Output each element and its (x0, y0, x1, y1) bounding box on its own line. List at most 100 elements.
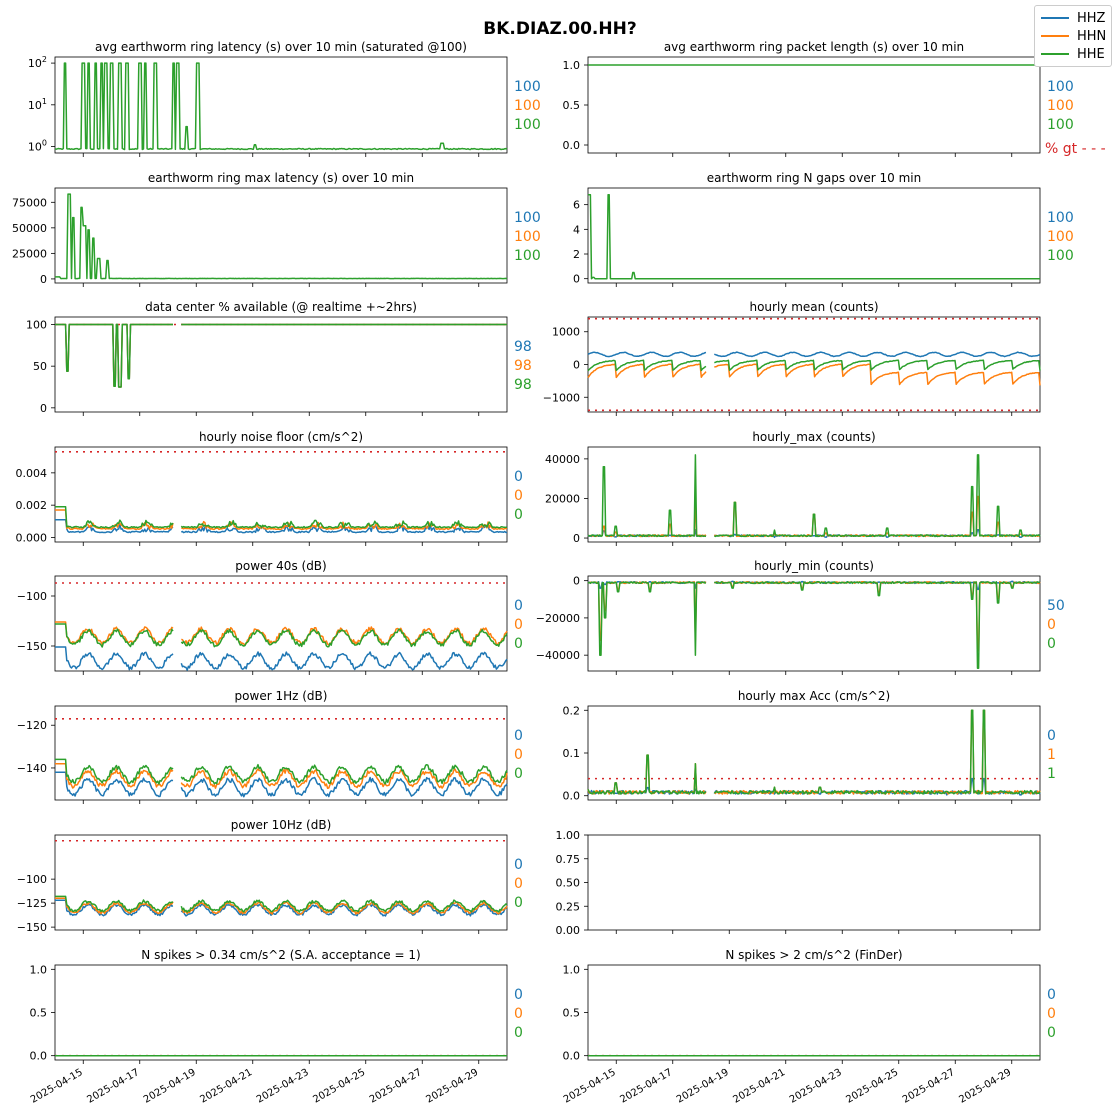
x-tick-label: 2025-04-19 (142, 1067, 198, 1106)
right-stat-hhe: 1 (1047, 766, 1056, 782)
series-line-hhn (55, 509, 508, 531)
y-tick-label: 0.2 (563, 704, 581, 717)
y-tick-label: 40000 (545, 453, 580, 466)
legend: HHZ HHN HHE (1034, 5, 1112, 67)
series-line-hhe (587, 581, 1041, 669)
y-tick-label: 1.00 (556, 829, 581, 842)
y-tick-label: 0.004 (16, 467, 48, 480)
right-stat-hhz: 0 (1047, 728, 1056, 744)
percent-gt-label: % gt - - - (1045, 141, 1106, 157)
x-tick-label: 2025-04-23 (255, 1067, 311, 1106)
x-tick-label: 2025-04-27 (368, 1067, 424, 1106)
series-line-hhn (587, 581, 1041, 652)
right-stat-hhe: 98 (514, 377, 532, 393)
series-line-hhe (55, 506, 508, 529)
y-tick-label: 75000 (12, 196, 47, 209)
series-line-hhe (55, 323, 507, 388)
axes-frame (587, 56, 1041, 154)
series-line-hhz (55, 646, 508, 671)
legend-line-hhn (1041, 35, 1069, 37)
y-tick-label: 25000 (12, 247, 47, 260)
y-tick-label: −150 (17, 921, 47, 934)
panel-title: hourly_max (counts) (752, 430, 875, 444)
y-tick-label: 0.50 (556, 877, 581, 890)
chart-panel-5: data center % available (@ realtime +~2h… (26, 300, 532, 416)
y-tick-label: 102 (28, 55, 47, 70)
right-stat-hhe: 0 (514, 1025, 523, 1041)
legend-label-hhe: HHE (1077, 46, 1105, 62)
series-line-hhe (55, 758, 508, 785)
x-tick-label: 2025-04-25 (844, 1067, 900, 1106)
series-line-hhe (54, 62, 508, 151)
right-stat-hhn: 0 (514, 488, 523, 504)
y-tick-label: −140 (17, 762, 47, 775)
series-line-hhe (55, 895, 508, 913)
right-stat-hhz: 100 (514, 79, 541, 95)
panel-title: N spikes > 2 cm/s^2 (FinDer) (725, 948, 902, 962)
y-tick-label: 0 (40, 402, 47, 415)
x-tick-label: 2025-04-29 (957, 1067, 1013, 1106)
y-tick-label: 0.1 (563, 747, 581, 760)
panel-title: power 1Hz (dB) (235, 689, 328, 703)
x-tick-label: 2025-04-21 (731, 1067, 787, 1106)
y-tick-label: 0.5 (563, 99, 581, 112)
y-tick-label: 101 (28, 97, 47, 112)
panel-title: data center % available (@ realtime +~2h… (145, 300, 417, 314)
chart-panel-6: hourly mean (counts) −1000 0 1000 (543, 300, 1041, 416)
y-tick-label: −100 (17, 590, 47, 603)
right-stat-hhe: 0 (514, 636, 523, 652)
y-tick-label: 0.75 (556, 853, 581, 866)
right-stat-hhn: 100 (514, 98, 541, 114)
y-tick-label: 0.0 (563, 1050, 581, 1063)
panel-title: hourly noise floor (cm/s^2) (199, 430, 363, 444)
axes-frame (54, 964, 508, 1061)
y-tick-label: 0 (573, 575, 580, 588)
right-stat-hhn: 0 (514, 747, 523, 763)
y-tick-label: −1000 (543, 391, 580, 404)
legend-line-hhe (1041, 53, 1069, 55)
y-tick-label: 50 (33, 360, 47, 373)
series-line-hhe (55, 193, 508, 280)
x-tick-label: 2025-04-15 (562, 1067, 618, 1106)
y-tick-label: 0.0 (563, 790, 581, 803)
right-stat-hhe: 0 (1047, 1025, 1056, 1041)
legend-label-hhn: HHN (1077, 28, 1107, 44)
right-stat-hhn: 100 (1047, 98, 1074, 114)
y-tick-label: 0 (40, 273, 47, 286)
axes-frame (587, 575, 1041, 672)
chart-panel-15: N spikes > 0.34 cm/s^2 (S.A. acceptance … (29, 948, 523, 1106)
right-stat-hhn: 0 (1047, 1006, 1056, 1022)
y-tick-label: −100 (17, 873, 47, 886)
y-tick-label: −20000 (536, 612, 580, 625)
y-tick-label: 0.25 (556, 900, 581, 913)
axes-frame (54, 834, 508, 931)
y-tick-label: 1.0 (30, 963, 48, 976)
panel-title: power 40s (dB) (235, 559, 326, 573)
legend-item-hhe: HHE (1041, 45, 1105, 63)
y-tick-label: 0.00 (556, 924, 581, 937)
right-stat-hhe: 100 (1047, 248, 1074, 264)
chart-panel-12: hourly max Acc (cm/s^2) 0.0 0.1 0.2 0 1 1 (563, 689, 1056, 804)
right-stat-hhn: 1 (1047, 747, 1056, 763)
panel-title: hourly_min (counts) (754, 559, 874, 573)
series-line-hhn (55, 762, 508, 790)
series-line-hhz (55, 771, 508, 798)
y-tick-label: 4 (573, 223, 580, 236)
panel-title: avg earthworm ring latency (s) over 10 m… (95, 40, 467, 54)
legend-item-hhz: HHZ (1041, 9, 1105, 27)
axes-frame (54, 316, 508, 413)
right-stat-hhz: 100 (514, 210, 541, 226)
axes-frame (54, 575, 508, 672)
right-stat-hhz: 98 (514, 339, 532, 355)
y-tick-label: 50000 (12, 222, 47, 235)
right-stat-hhz: 0 (514, 469, 523, 485)
y-tick-label: 0.0 (30, 1050, 48, 1063)
right-stat-hhe: 0 (514, 507, 523, 523)
right-stat-hhz: 100 (1047, 79, 1074, 95)
x-tick-label: 2025-04-17 (618, 1067, 674, 1106)
chart-panel-8: hourly_max (counts) 0 20000 40000 (545, 430, 1041, 546)
right-stat-hhz: 0 (514, 598, 523, 614)
x-tick-label: 2025-04-23 (788, 1067, 844, 1106)
legend-line-hhz (1041, 17, 1069, 19)
